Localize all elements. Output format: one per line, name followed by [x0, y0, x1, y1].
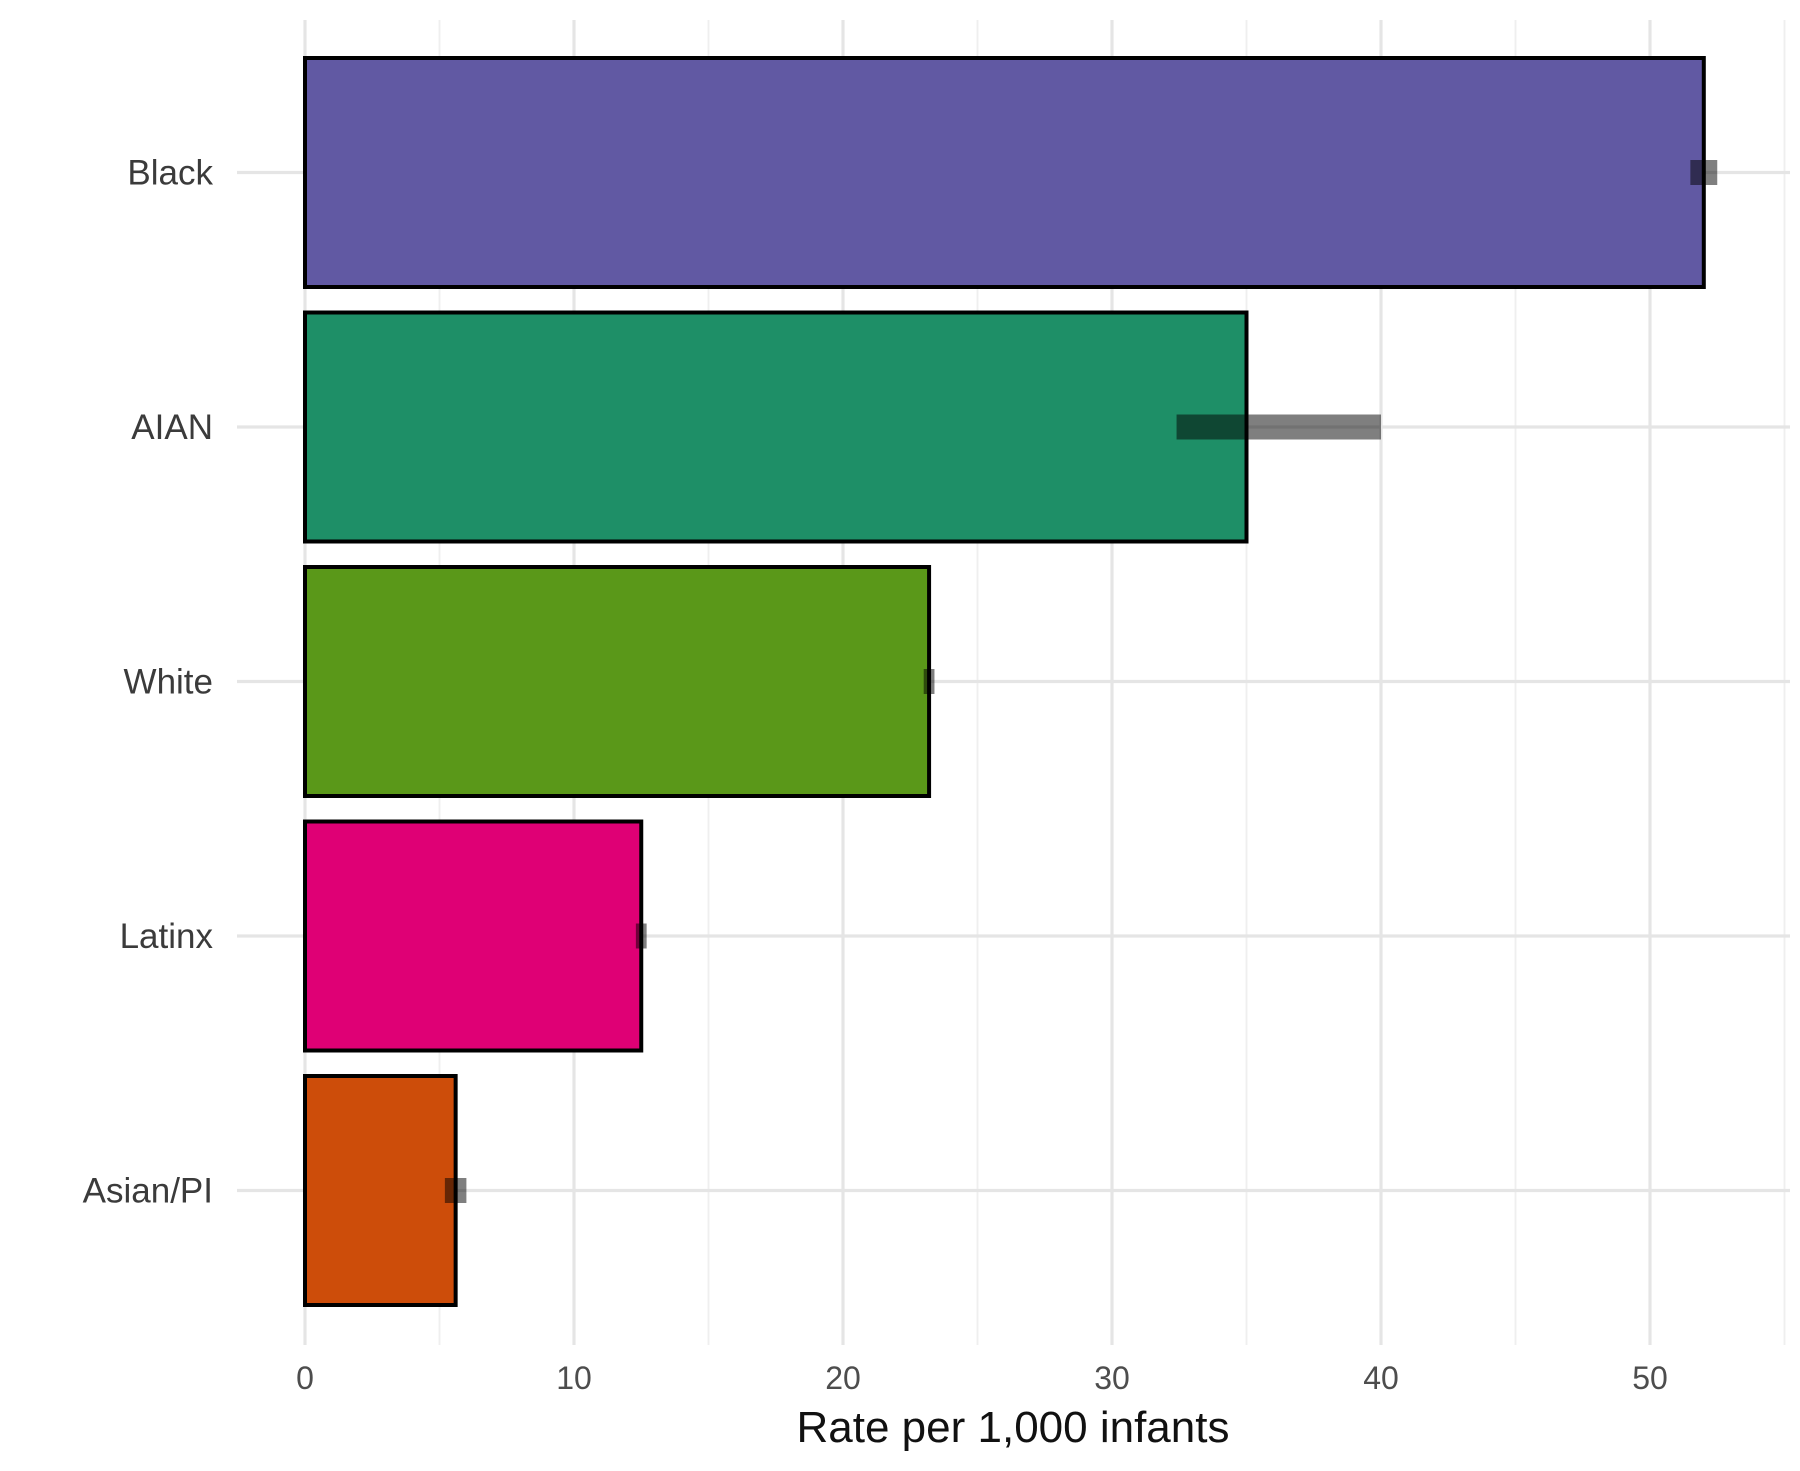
interval-asian-pi: [444, 1178, 467, 1203]
bar-latinx: [303, 819, 644, 1053]
x-tick-label: 30: [1094, 1360, 1130, 1396]
x-tick-label: 50: [1632, 1360, 1668, 1396]
y-tick-label: White: [124, 663, 213, 702]
x-tick-label: 40: [1363, 1360, 1399, 1396]
y-tick-label: Latinx: [120, 917, 214, 956]
interval-latinx: [635, 923, 647, 949]
interval-white: [923, 669, 935, 694]
x-tick-labels: 0 10 20 30 40 50: [296, 1360, 1668, 1396]
y-tick-labels: Black AIAN White Latinx Asian/PI: [83, 154, 214, 1211]
x-axis-title: Rate per 1,000 infants: [797, 1403, 1230, 1452]
x-tick-label: 0: [296, 1360, 314, 1396]
bar-white: [303, 565, 932, 798]
y-tick-label: Asian/PI: [83, 1172, 213, 1211]
bar-black: [303, 56, 1706, 289]
x-tick-label: 20: [825, 1360, 861, 1396]
y-tick-label: AIAN: [131, 408, 213, 447]
interval-aian: [1176, 414, 1381, 440]
bar-aian: [303, 310, 1249, 544]
x-tick-label: 10: [556, 1360, 592, 1396]
y-tick-label: Black: [127, 154, 213, 193]
bar-asian-pi: [303, 1074, 458, 1307]
error-bars-layer: [444, 160, 1718, 1203]
interval-black: [1690, 160, 1718, 185]
bars-layer: [303, 56, 1706, 1307]
